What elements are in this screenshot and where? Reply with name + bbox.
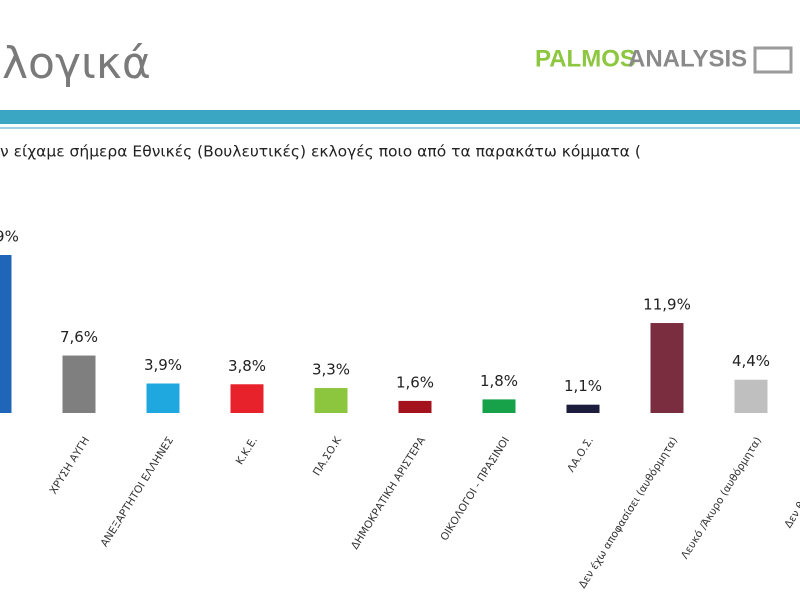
bar xyxy=(398,400,432,413)
category-label: Δεν έχω αποφασίσει (αυθόρμητα) xyxy=(577,435,681,591)
bar xyxy=(566,404,600,413)
slide-title: λογικά xyxy=(2,38,151,89)
value-label: 3,8% xyxy=(228,357,266,375)
category-label: Κ.Κ.Ε. xyxy=(234,435,260,467)
bar xyxy=(314,388,348,413)
bar xyxy=(0,254,12,413)
value-label: 1,6% xyxy=(396,373,434,391)
bar xyxy=(482,399,516,413)
logo-first: PALMOS xyxy=(535,45,636,72)
value-label: 11,9% xyxy=(643,296,691,314)
logo-second: ANALYSIS xyxy=(628,45,747,72)
category-label: ΧΡΥΣΗ ΑΥΓΗ xyxy=(47,435,92,497)
category-label: ΛΑ.Ο.Σ. xyxy=(565,435,596,475)
category-label: Λευκό /Άκυρο (αυθόρμητα) xyxy=(679,435,764,562)
category-label: ΠΑ.ΣΟ.Κ xyxy=(311,434,345,478)
category-label: ΟΙΚΟΛΟΓΟΙ - ΠΡΑΣΙΝΟΙ xyxy=(438,435,512,543)
bar xyxy=(650,323,684,413)
value-label: 20,9% xyxy=(0,227,19,245)
logo-icon xyxy=(753,46,793,74)
category-label: ΑΝΕΞΑΡΤΗΤΟΙ ΕΛΛΗΝΕΣ xyxy=(98,435,176,549)
bar xyxy=(146,383,180,413)
value-label: 3,9% xyxy=(144,356,182,374)
category-label: Δεν θα ψηφίσω (αυθ xyxy=(782,435,800,530)
value-label: 4,4% xyxy=(732,352,770,370)
question: ν είχαμε σήμερα Εθνικές (Βουλευτικές) εκ… xyxy=(0,143,641,161)
value-label: 1,8% xyxy=(480,372,518,390)
header-band xyxy=(0,110,800,124)
category-label: ΔΗΜΟΚΡΑΤΙΚΗ ΑΡΙΣΤΕΡΑ xyxy=(349,434,429,552)
value-label: 3,3% xyxy=(312,361,350,379)
bar xyxy=(734,379,768,413)
bar xyxy=(230,384,264,413)
bar xyxy=(62,355,96,413)
value-label: 1,1% xyxy=(564,377,602,395)
value-label: 7,6% xyxy=(60,328,98,346)
